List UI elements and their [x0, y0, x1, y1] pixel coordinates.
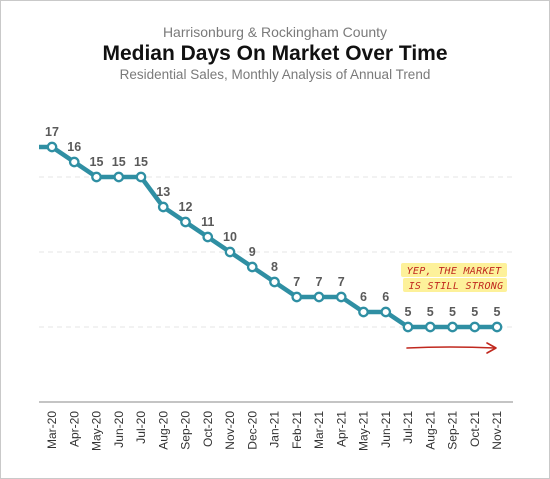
data-label: 17 — [45, 125, 59, 139]
x-tick-label: Jul-21 — [401, 411, 415, 444]
annotation-arrow-head — [486, 342, 497, 354]
annotation-line-2: IS STILL STRONG — [409, 281, 504, 292]
x-tick-label: Jan-21 — [268, 411, 282, 448]
data-label: 6 — [360, 290, 367, 304]
data-point — [313, 291, 325, 303]
data-point — [135, 171, 147, 183]
annotation-highlight-2 — [403, 278, 507, 292]
data-point — [91, 171, 102, 183]
data-point — [491, 321, 503, 333]
data-markers — [46, 141, 503, 333]
chart-subtitle: Residential Sales, Monthly Analysis of A… — [120, 67, 431, 82]
data-label: 5 — [471, 305, 478, 319]
series-line — [39, 144, 497, 330]
x-tick-label: Jun-21 — [379, 411, 393, 448]
x-tick-label: May-21 — [357, 411, 371, 451]
data-point — [291, 291, 303, 303]
data-point — [113, 171, 125, 183]
x-tick-label: May-20 — [90, 411, 104, 451]
x-tick-label: Aug-20 — [156, 411, 170, 450]
x-tick-label: Apr-20 — [67, 411, 81, 447]
data-label: 9 — [249, 245, 256, 259]
data-label: 7 — [338, 275, 345, 289]
x-tick-label: Sep-21 — [446, 411, 460, 450]
chart-title: Median Days On Market Over Time — [102, 42, 447, 65]
data-point — [224, 246, 236, 258]
x-tick-label: Apr-21 — [334, 411, 348, 447]
data-point — [402, 321, 414, 333]
annotation-line-1: YEP, THE MARKET — [407, 266, 502, 277]
data-point — [157, 201, 169, 213]
x-tick-label: Aug-21 — [423, 411, 437, 450]
x-tick-label: Mar-21 — [312, 411, 326, 449]
data-point — [358, 306, 369, 318]
data-point — [469, 321, 481, 333]
data-point — [269, 276, 280, 288]
data-label: 7 — [293, 275, 300, 289]
data-label: 5 — [405, 305, 412, 319]
x-tick-label: Nov-20 — [223, 411, 237, 450]
x-tick-label: Mar-20 — [45, 411, 59, 449]
x-tick-label: Jun-20 — [112, 411, 126, 448]
data-point — [46, 141, 58, 153]
annotation-highlight-1 — [401, 263, 507, 277]
data-label: 8 — [271, 260, 278, 274]
data-point — [246, 261, 258, 273]
data-point — [202, 231, 214, 243]
x-tick-label: Nov-21 — [490, 411, 504, 450]
data-label: 5 — [494, 305, 501, 319]
data-point — [335, 291, 347, 303]
data-label: 13 — [156, 185, 170, 199]
data-label: 15 — [134, 155, 148, 169]
data-label: 12 — [179, 200, 193, 214]
data-point — [447, 321, 458, 333]
x-tick-label: Sep-20 — [179, 411, 193, 450]
x-tick-labels: Mar-20 Apr-20 May-20 Jun-20 Jul-20 Aug-20 Sep-… — [45, 411, 504, 451]
data-point — [180, 216, 191, 228]
data-label: 7 — [316, 275, 323, 289]
annotation: YEP, THE MARKET IS STILL STRONG — [401, 263, 507, 354]
annotation-arrow-shaft — [406, 346, 496, 349]
data-label: 16 — [67, 140, 81, 154]
gridlines — [39, 176, 513, 328]
data-label: 15 — [90, 155, 104, 169]
x-tick-label: Dec-20 — [245, 411, 259, 450]
x-tick-label: Jul-20 — [134, 411, 148, 444]
data-label: 5 — [449, 305, 456, 319]
data-label: 5 — [427, 305, 434, 319]
chart-supertitle: Harrisonburg & Rockingham County — [163, 24, 387, 40]
x-tick-label: Feb-21 — [290, 411, 304, 449]
data-point — [424, 321, 436, 333]
data-label: 15 — [112, 155, 126, 169]
data-label: 11 — [201, 215, 214, 229]
x-tick-label: Oct-21 — [468, 411, 482, 447]
data-label: 10 — [223, 230, 237, 244]
data-labels: 17 16 15 15 15 13 12 11 10 9 8 7 7 7 6 6 5 5 5 5 5 — [45, 125, 500, 319]
data-point — [68, 156, 80, 168]
data-point — [380, 306, 392, 318]
x-tick-label: Oct-20 — [201, 411, 215, 447]
data-label: 6 — [382, 290, 389, 304]
